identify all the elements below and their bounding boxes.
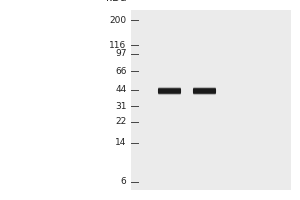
Text: 6: 6 bbox=[121, 177, 127, 186]
Text: 97: 97 bbox=[115, 49, 127, 58]
Bar bbox=[131, 10, 291, 190]
Text: 31: 31 bbox=[115, 102, 127, 111]
Text: 66: 66 bbox=[115, 67, 127, 76]
Text: 44: 44 bbox=[115, 85, 127, 94]
Text: 200: 200 bbox=[110, 16, 127, 25]
Text: kDa: kDa bbox=[106, 0, 127, 3]
Text: 116: 116 bbox=[109, 41, 127, 50]
Text: 22: 22 bbox=[115, 117, 127, 126]
Text: 14: 14 bbox=[115, 138, 127, 147]
